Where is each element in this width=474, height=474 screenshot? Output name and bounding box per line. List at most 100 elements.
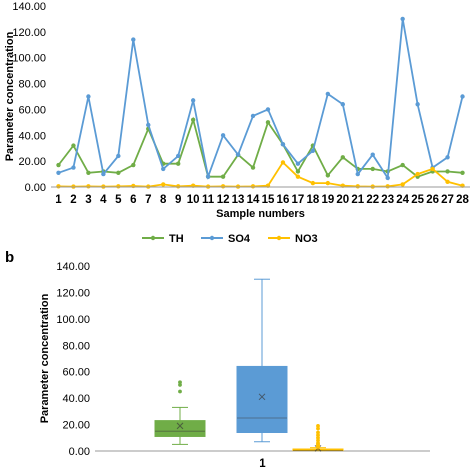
legend-marker [209,235,215,241]
data-point [131,183,136,189]
data-point [415,171,420,177]
data-point [415,102,420,107]
y-tick-label: 120.00 [12,27,46,39]
data-point [370,166,375,172]
data-point [56,170,61,175]
data-point [385,175,390,181]
data-point [190,117,196,122]
data-point [86,94,91,99]
data-point [175,153,181,159]
data-point [430,166,435,172]
y-axis-label: Parameter concentration [39,293,51,423]
outlier-point [178,380,182,385]
x-tick-label: 16 [277,194,290,206]
outlier-point [178,389,182,394]
x-tick-label: 11 [202,194,215,206]
x-tick-label: 2 [70,194,76,206]
legend-label: NO3 [295,233,318,245]
x-tick-label: 17 [292,194,305,206]
data-point [86,170,91,175]
x-tick-label: 13 [232,194,245,206]
x-tick-label: 1 [55,194,62,206]
x-tick-label: 14 [247,194,260,206]
data-point [56,184,61,189]
legend-label: TH [169,233,184,245]
data-point [56,162,61,168]
data-point [220,133,226,138]
y-tick-label: 60.00 [62,367,90,379]
panel-label-b: b [5,249,14,266]
box-iqr [154,420,206,437]
data-point [131,162,136,168]
data-point [295,169,301,174]
x-axis-ticks: 1 [259,458,266,470]
data-point [161,166,166,172]
x-tick-label: 23 [381,194,394,206]
x-tick-label: 7 [145,194,151,206]
data-point [86,184,91,189]
outlier-point [316,438,320,443]
x-tick-label: 22 [366,194,379,206]
x-tick-label: 15 [262,194,275,206]
line-chart-panel: 0.00 20.00 40.00 60.00 80.00 100.00 120.00 140.… [4,1,470,245]
data-point [175,184,181,189]
data-point [146,122,151,128]
data-point [370,152,375,157]
series-line [58,18,464,181]
x-tick-label: 8 [160,194,167,206]
data-point [340,155,346,160]
data-point [265,120,271,125]
y-axis-ticks: 0.00 20.00 40.00 60.00 80.00 100.00 120.00 140.… [12,1,46,194]
y-tick-label: 40.00 [18,130,46,142]
data-point [265,107,271,112]
x-tick-label: 3 [85,194,91,206]
x-tick-label: 5 [115,194,122,206]
data-point [205,174,211,179]
y-axis-ticks: 0.00 20.00 40.00 60.00 80.00 100.00 120.00 140.… [56,261,90,458]
y-tick-label: 140.00 [12,1,46,13]
y-tick-label: 140.00 [56,261,90,273]
data-point [445,179,450,185]
data-point [400,162,405,168]
data-point [400,182,405,187]
y-tick-label: 40.00 [62,393,90,405]
y-tick-label: 80.00 [18,79,46,91]
data-point [310,148,316,153]
outlier-point [178,383,182,387]
data-point [131,37,136,42]
data-point [310,180,316,186]
data-point [116,153,121,159]
data-point [295,174,301,179]
x-axis-ticks: 1 2 3 4 5 6 7 8 9 10 11 12 13 14 15 16 17 18 19 20 21 22 23 24 2… [55,194,469,206]
data-point [325,173,331,178]
box-no3 [292,423,344,452]
data-point [235,152,241,157]
data-point [175,161,181,166]
data-point [250,165,256,170]
box-th [154,380,206,445]
data-point [295,161,301,166]
data-point [116,170,121,175]
data-point [400,16,405,22]
mean-marker [176,422,184,430]
data-point [340,102,346,107]
legend-marker [150,235,156,241]
outlier-point [316,430,320,435]
series-th [56,116,465,179]
x-tick-label: 28 [456,194,469,206]
legend-label: SO4 [228,233,251,245]
legend-item-th: TH [142,233,184,245]
data-point [445,169,450,174]
data-point [460,94,465,99]
data-point [355,171,360,177]
x-tick-label: 21 [351,194,364,206]
y-tick-label: 0.00 [25,182,46,194]
legend: TH SO4 NO3 [142,233,318,245]
x-tick-label: 20 [336,194,349,206]
data-point [445,155,450,160]
outlier-point [316,423,320,428]
data-point [250,184,256,189]
legend-item-so4: SO4 [201,233,251,245]
series-so4 [56,16,465,181]
